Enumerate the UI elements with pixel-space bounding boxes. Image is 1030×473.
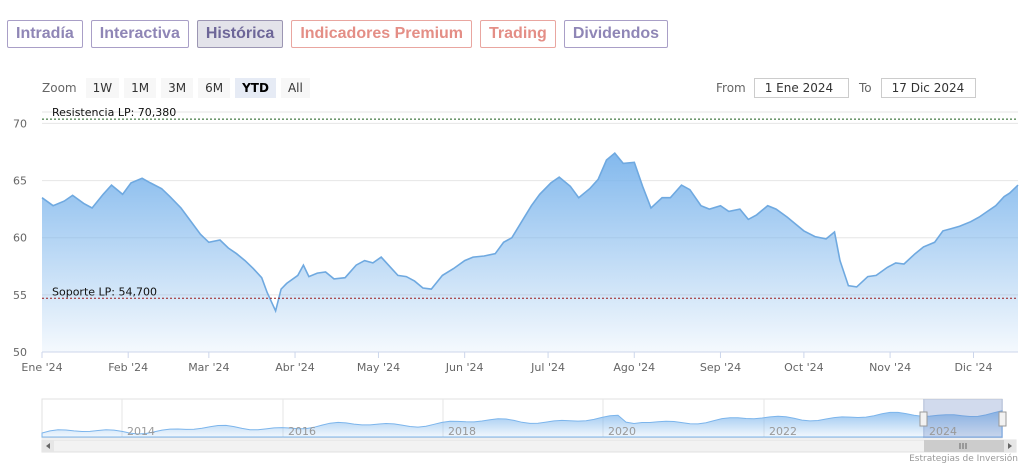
to-label: To: [859, 81, 872, 95]
y-tick-label: 65: [13, 175, 27, 188]
y-tick-label: 60: [13, 232, 27, 245]
tab-indicadores-premium[interactable]: Indicadores Premium: [291, 20, 473, 48]
reference-lines: Resistencia LP: 70,380 Soporte LP: 54,700: [42, 106, 1018, 299]
to-date-input[interactable]: 17 Dic 2024: [880, 78, 976, 98]
scrollbar-track[interactable]: [41, 439, 1017, 453]
navigator-tick-label: 2018: [448, 425, 476, 438]
series-area: [42, 153, 1018, 352]
arrow-right-icon: [1008, 443, 1012, 449]
tab-interactiva[interactable]: Interactiva: [90, 20, 189, 48]
navigator-selection[interactable]: [923, 399, 1003, 438]
x-tick-label: Jul '24: [530, 361, 565, 374]
y-tick-label: 50: [13, 346, 27, 359]
x-tick-label: Ene '24: [21, 361, 62, 374]
zoom-3m-button[interactable]: 3M: [161, 78, 194, 98]
navigator-tick-label: 2024: [929, 425, 957, 438]
series-line: [41, 151, 1019, 314]
tab-historica[interactable]: Histórica: [196, 20, 284, 48]
x-tick-label: Dic '24: [954, 361, 992, 374]
scrollbar-thumb[interactable]: [924, 440, 1004, 452]
x-tick-label: May '24: [357, 361, 400, 374]
x-tick-label: Ago '24: [613, 361, 655, 374]
tab-trading[interactable]: Trading: [480, 20, 556, 48]
chart-credit: Estrategias de Inversión: [909, 454, 1018, 464]
zoom-ytd-button[interactable]: YTD: [235, 78, 276, 98]
range-to: To 17 Dic 2024: [859, 78, 976, 98]
grip-icon: [959, 443, 967, 449]
x-axis: Ene '24 Feb '24 Mar '24 Abr '24 May '24 Jun '…: [21, 352, 993, 374]
x-tick-label: Oct '24: [784, 361, 824, 374]
resistance-label: Resistencia LP: 70,380: [52, 106, 176, 119]
x-tick-label: Jun '24: [445, 361, 484, 374]
y-tick-label: 55: [13, 289, 27, 302]
navigator-tick-label: 2022: [769, 425, 797, 438]
navigator-tick-label: 2020: [608, 425, 636, 438]
x-tick-label: Feb '24: [108, 361, 148, 374]
navigator-labels: 2014 2016 2018 2020 2022 2024: [127, 425, 957, 438]
zoom-1m-button[interactable]: 1M: [124, 78, 157, 98]
navigator-left-handle[interactable]: [919, 411, 928, 427]
zoom-selector: Zoom 1W 1M 3M 6M YTD All: [42, 78, 310, 98]
navigator-tick-label: 2016: [288, 425, 316, 438]
from-label: From: [716, 81, 746, 95]
from-date-input[interactable]: 1 Ene 2024: [753, 78, 849, 98]
range-from: From 1 Ene 2024: [716, 78, 849, 98]
navigator-area: [41, 410, 1003, 438]
x-tick-label: Nov '24: [869, 361, 911, 374]
zoom-1w-button[interactable]: 1W: [85, 78, 120, 98]
tab-dividendos[interactable]: Dividendos: [563, 20, 669, 48]
zoom-6m-button[interactable]: 6M: [198, 78, 231, 98]
navigator-right-handle[interactable]: [998, 411, 1007, 427]
scrollbar[interactable]: [41, 439, 1017, 453]
chart-tabs: Intradía Interactiva Histórica Indicador…: [7, 20, 669, 48]
x-tick-label: Sep '24: [700, 361, 741, 374]
navigator[interactable]: 2014 2016 2018 2020 2022 2024: [41, 398, 1007, 439]
tab-intradia[interactable]: Intradía: [7, 20, 83, 48]
arrow-left-icon: [46, 443, 50, 449]
y-tick-label: 70: [13, 117, 27, 130]
x-tick-label: Abr '24: [275, 361, 315, 374]
navigator-tick-label: 2014: [127, 425, 155, 438]
zoom-label: Zoom: [42, 81, 77, 95]
y-axis: 50 55 60 65 70: [13, 117, 27, 359]
support-label: Soporte LP: 54,700: [52, 285, 157, 298]
x-tick-label: Mar '24: [188, 361, 229, 374]
zoom-all-button[interactable]: All: [280, 78, 310, 98]
